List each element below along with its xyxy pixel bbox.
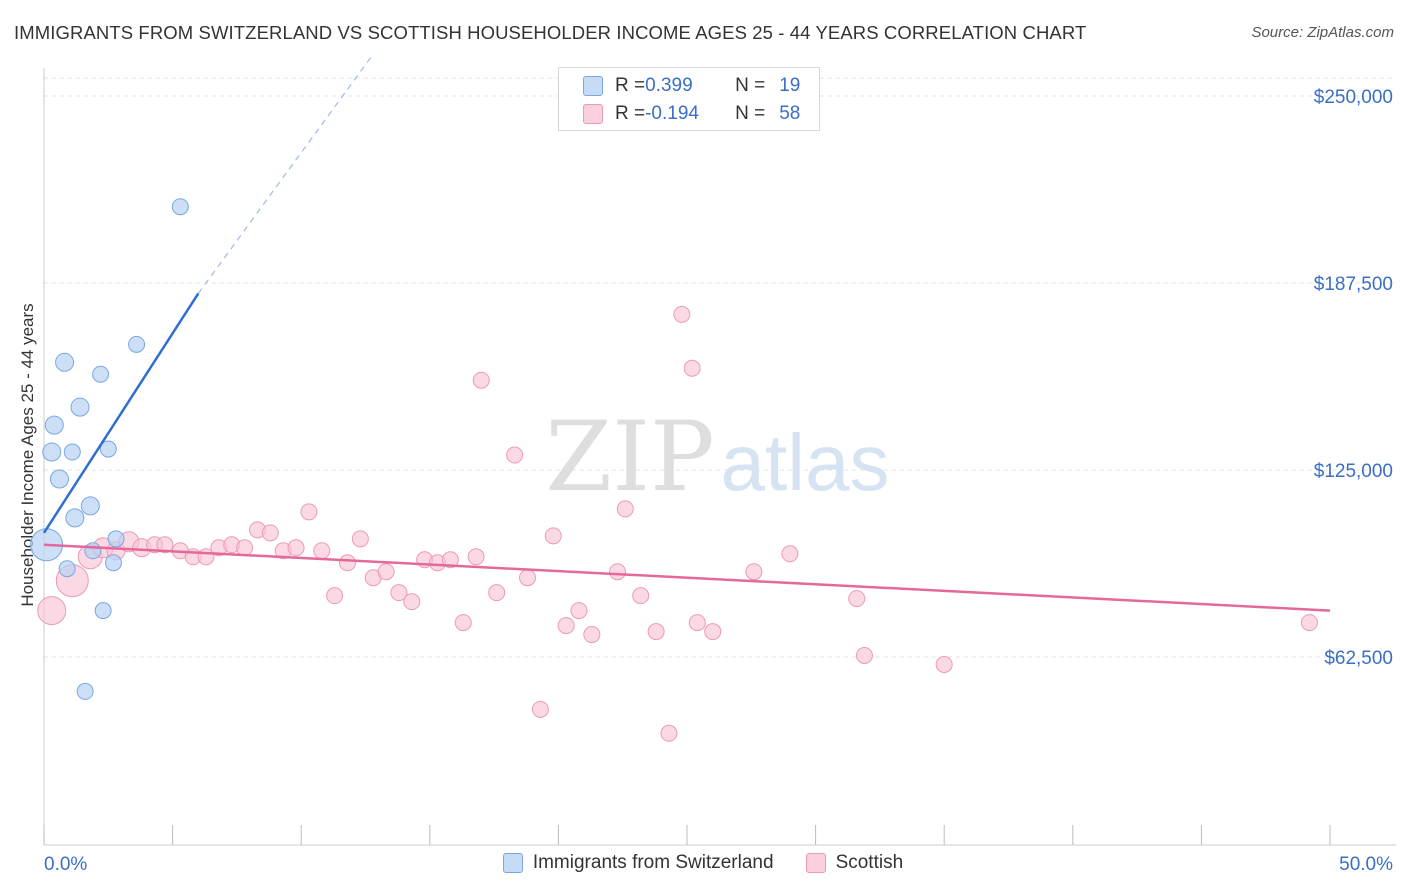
series-label-scottish: Scottish xyxy=(835,852,904,873)
scottish-point xyxy=(848,590,866,608)
scottish-trend-line xyxy=(43,543,1331,612)
series-legend-item-switzerland: Immigrants from Switzerland xyxy=(502,852,774,874)
axes xyxy=(43,68,1396,846)
scottish-point xyxy=(236,539,254,557)
scottish-point xyxy=(300,503,318,521)
legend-swatch-switzerland xyxy=(583,76,603,96)
y-tick-label: $125,000 xyxy=(1314,461,1393,482)
scottish-point xyxy=(441,551,459,569)
legend-row-scottish: R = -0.194 N = 58 xyxy=(583,102,800,126)
trend-lines xyxy=(42,53,1331,612)
switzerland-point xyxy=(58,560,76,578)
scottish-point xyxy=(287,539,305,557)
scottish-point xyxy=(377,563,395,581)
tick-labels: $62,500 $125,000 $187,500 $250,000 0.0% 50.0% xyxy=(44,87,1393,875)
watermark: ZIP atlas xyxy=(545,401,889,513)
chart-title: IMMIGRANTS FROM SWITZERLAND VS SCOTTISH … xyxy=(14,22,1087,43)
x-tick-label: 0.0% xyxy=(44,854,87,875)
scottish-point xyxy=(1300,614,1318,632)
switzerland-point xyxy=(49,469,69,489)
scottish-point xyxy=(37,596,67,626)
scottish-point xyxy=(261,524,279,542)
switzerland-point xyxy=(107,530,125,548)
scottish-point xyxy=(745,563,763,581)
scottish-point xyxy=(609,563,627,581)
scottish-point xyxy=(583,626,601,644)
series-swatch-switzerland xyxy=(502,853,523,873)
scottish-point xyxy=(935,655,953,673)
scottish-point xyxy=(704,623,722,641)
switzerland-points xyxy=(30,198,189,700)
scottish-point xyxy=(390,584,408,602)
switzerland-point xyxy=(92,365,110,383)
scottish-point xyxy=(338,554,356,572)
switzerland-point xyxy=(44,415,64,435)
scottish-point xyxy=(632,587,650,605)
stats-legend: R = 0.399 N = 19 R = -0.194 N = 58 xyxy=(558,67,820,131)
scottish-point xyxy=(506,446,524,464)
switzerland-point xyxy=(63,443,81,461)
legend-swatch-scottish xyxy=(583,104,603,124)
scottish-point xyxy=(688,614,706,632)
switzerland-point xyxy=(94,602,112,620)
scottish-point xyxy=(616,500,634,518)
watermark-zip: ZIP xyxy=(545,401,714,513)
scottish-point xyxy=(403,593,421,611)
legend-n-label: N = xyxy=(735,103,766,124)
switzerland-point xyxy=(80,496,100,516)
scottish-point xyxy=(326,587,344,605)
series-legend: Immigrants from Switzerland Scottish xyxy=(0,852,1406,874)
switzerland-point xyxy=(65,508,85,528)
grid-lines xyxy=(44,77,1396,658)
legend-n-value: 19 xyxy=(779,75,801,96)
legend-r-value: 0.399 xyxy=(645,75,693,96)
series-swatch-scottish xyxy=(805,853,826,873)
scottish-points xyxy=(37,305,1318,742)
scottish-point xyxy=(647,623,665,641)
scottish-point xyxy=(488,584,506,602)
series-legend-item-scottish: Scottish xyxy=(805,852,904,874)
x-tick-label: 50.0% xyxy=(1339,854,1393,875)
scottish-point xyxy=(660,724,678,742)
switzerland-point xyxy=(171,198,189,216)
y-tick-label: $62,500 xyxy=(1324,648,1393,669)
legend-r-value: -0.194 xyxy=(645,103,699,124)
legend-n-value: 58 xyxy=(779,103,801,124)
scottish-point xyxy=(673,305,691,323)
switzerland-trend-extension xyxy=(197,53,374,294)
scottish-point xyxy=(313,542,331,560)
scottish-point xyxy=(531,700,549,718)
series-label-switzerland: Immigrants from Switzerland xyxy=(532,852,774,873)
switzerland-trend-line xyxy=(42,292,200,534)
scottish-point xyxy=(454,614,472,632)
source-credit: Source: ZipAtlas.com xyxy=(1251,24,1394,41)
scottish-point xyxy=(472,371,490,389)
scottish-point xyxy=(683,359,701,377)
switzerland-point xyxy=(99,440,117,458)
legend-r-label: R = xyxy=(615,75,646,96)
y-tick-label: $187,500 xyxy=(1314,274,1393,295)
legend-row-switzerland: R = 0.399 N = 19 xyxy=(583,74,800,98)
scottish-point xyxy=(351,530,369,548)
scottish-point xyxy=(544,527,562,545)
switzerland-point xyxy=(84,542,102,560)
legend-r-label: R = xyxy=(615,103,646,124)
switzerland-point xyxy=(70,397,90,417)
scottish-point xyxy=(467,548,485,566)
scottish-point xyxy=(519,569,537,587)
y-tick-label: $250,000 xyxy=(1314,87,1393,108)
switzerland-point xyxy=(128,335,146,353)
switzerland-point xyxy=(42,442,62,462)
switzerland-point xyxy=(104,554,122,572)
scottish-point xyxy=(781,545,799,563)
legend-n-label: N = xyxy=(735,75,766,96)
scottish-point xyxy=(156,536,174,554)
switzerland-point xyxy=(76,682,94,700)
watermark-atlas: atlas xyxy=(721,418,890,507)
scottish-point xyxy=(855,647,873,665)
scottish-point xyxy=(557,617,575,635)
switzerland-point xyxy=(55,352,75,372)
scottish-point xyxy=(570,602,588,620)
